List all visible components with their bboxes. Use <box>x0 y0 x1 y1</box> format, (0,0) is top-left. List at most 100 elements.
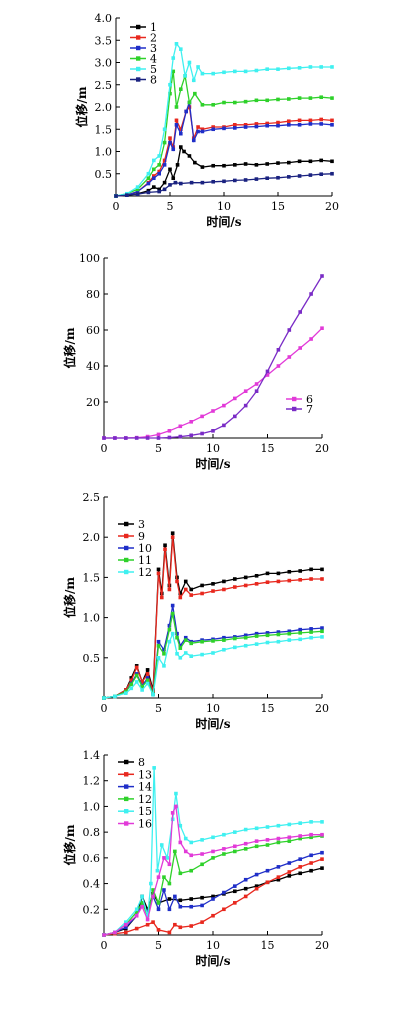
data-point <box>265 843 270 847</box>
data-point <box>113 436 117 440</box>
data-point <box>179 87 183 91</box>
legend-swatch-marker <box>136 35 141 40</box>
x-tick-label: 15 <box>271 200 285 213</box>
data-point <box>178 925 183 930</box>
data-point <box>167 881 172 886</box>
data-point <box>157 171 161 176</box>
data-point <box>189 654 193 658</box>
data-point <box>211 163 215 168</box>
data-point <box>243 635 248 640</box>
data-point <box>170 531 175 535</box>
data-point <box>134 907 139 912</box>
legend-label: 16 <box>138 818 152 831</box>
legend-label: 4 <box>150 53 157 66</box>
data-point <box>145 676 150 680</box>
data-point <box>298 578 302 582</box>
data-point <box>134 913 139 918</box>
series-line <box>103 767 322 936</box>
data-point <box>265 373 270 377</box>
series-line <box>115 42 332 197</box>
data-point <box>211 849 215 854</box>
data-point <box>178 840 183 845</box>
data-point <box>298 836 302 841</box>
data-point <box>276 120 280 125</box>
data-point <box>243 162 248 166</box>
data-point <box>254 163 259 167</box>
data-point <box>134 665 139 670</box>
data-point <box>222 70 226 75</box>
data-point <box>309 861 313 865</box>
y-tick-label: 60 <box>86 324 100 337</box>
data-point <box>134 673 139 678</box>
data-point <box>254 573 259 578</box>
data-point <box>163 547 167 552</box>
data-point <box>168 183 172 187</box>
data-point <box>152 766 156 770</box>
data-point <box>308 122 313 126</box>
data-point <box>124 930 128 935</box>
data-point <box>183 587 188 592</box>
data-point <box>129 678 134 683</box>
data-point <box>178 871 183 876</box>
x-tick-label: 15 <box>261 939 275 952</box>
data-point <box>211 409 215 413</box>
data-point <box>276 348 281 352</box>
data-point <box>276 840 281 845</box>
legend-swatch-marker <box>136 24 141 30</box>
data-point <box>145 917 150 922</box>
data-point <box>233 884 237 888</box>
data-point <box>113 930 117 935</box>
data-point <box>156 656 161 660</box>
data-point <box>140 688 144 692</box>
x-tick-label: 15 <box>261 702 275 715</box>
data-point <box>167 862 172 867</box>
legend-swatch-marker <box>124 557 129 563</box>
data-point <box>157 169 161 174</box>
data-point <box>254 382 259 386</box>
data-point <box>287 328 292 332</box>
data-point <box>222 126 226 131</box>
series-16 <box>102 804 324 937</box>
series-8 <box>114 171 334 198</box>
data-point <box>243 99 248 104</box>
data-point <box>145 907 150 912</box>
data-point <box>124 436 128 440</box>
data-point <box>243 827 248 832</box>
data-point <box>276 836 281 841</box>
data-point <box>200 180 205 185</box>
data-point <box>200 862 204 867</box>
data-point <box>124 925 128 930</box>
x-tick-label: 0 <box>113 200 120 213</box>
data-point <box>298 857 302 861</box>
data-point <box>233 577 237 581</box>
y-tick-label: 0.5 <box>83 652 101 665</box>
data-point <box>146 190 151 195</box>
data-point <box>151 888 155 892</box>
data-point <box>254 634 259 638</box>
data-point <box>189 420 193 424</box>
data-point <box>145 668 150 672</box>
data-point <box>178 595 183 600</box>
data-point <box>152 176 156 180</box>
data-point <box>151 692 155 697</box>
data-point <box>179 127 183 132</box>
data-point <box>174 118 179 123</box>
data-point <box>167 639 172 644</box>
data-point <box>308 65 313 69</box>
series-6 <box>102 326 324 440</box>
data-point <box>297 66 302 70</box>
data-point <box>156 643 161 648</box>
data-point <box>171 176 176 180</box>
data-point <box>200 102 205 107</box>
y-tick-label: 1.0 <box>83 800 101 813</box>
data-point <box>178 898 183 903</box>
data-point <box>233 178 237 183</box>
data-point <box>309 627 313 631</box>
data-point <box>200 583 204 588</box>
data-point <box>297 174 302 178</box>
data-point <box>276 877 281 882</box>
series-11 <box>102 611 324 700</box>
data-point <box>178 643 183 648</box>
series-line <box>103 613 323 699</box>
data-point <box>276 571 281 576</box>
